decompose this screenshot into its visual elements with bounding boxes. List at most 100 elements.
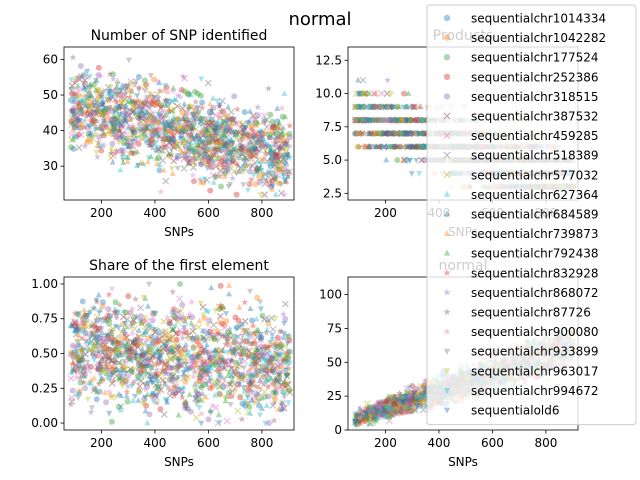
data-point xyxy=(109,87,117,95)
data-point xyxy=(214,348,221,355)
data-point xyxy=(99,116,107,123)
data-point xyxy=(108,330,115,336)
data-point xyxy=(168,98,176,106)
data-point xyxy=(242,154,249,162)
data-point xyxy=(99,110,107,118)
data-point xyxy=(136,382,144,390)
data-point xyxy=(125,338,132,345)
data-point xyxy=(147,104,154,111)
data-point xyxy=(148,373,156,380)
data-point xyxy=(165,377,172,384)
data-point xyxy=(416,143,423,150)
data-point xyxy=(257,377,264,384)
data-point xyxy=(257,156,265,164)
data-point xyxy=(241,147,248,153)
data-point xyxy=(255,383,262,389)
data-point xyxy=(74,354,81,361)
data-point xyxy=(178,148,185,155)
data-point xyxy=(137,159,144,166)
data-point xyxy=(153,373,160,380)
data-point xyxy=(225,332,232,339)
data-point xyxy=(75,103,83,111)
data-point xyxy=(389,130,396,136)
data-point xyxy=(151,76,158,83)
data-point xyxy=(81,70,88,77)
data-point xyxy=(154,117,161,124)
data-point xyxy=(76,374,84,381)
data-point xyxy=(110,90,117,97)
data-point xyxy=(213,365,221,373)
data-point xyxy=(211,335,218,342)
data-point xyxy=(221,173,228,179)
data-point xyxy=(368,117,375,124)
data-point xyxy=(270,160,277,167)
data-point xyxy=(207,354,214,361)
data-point xyxy=(351,116,359,124)
data-point xyxy=(118,374,125,381)
data-point xyxy=(93,339,101,347)
data-point xyxy=(411,129,419,137)
data-point xyxy=(164,111,171,118)
data-point xyxy=(74,82,81,89)
y-tick-label: 30 xyxy=(43,159,58,173)
data-point xyxy=(144,94,151,101)
data-point xyxy=(70,111,77,118)
data-point xyxy=(267,111,274,118)
data-point xyxy=(222,148,229,155)
data-point xyxy=(256,174,263,181)
data-point xyxy=(259,172,266,179)
data-point xyxy=(412,143,420,151)
data-point xyxy=(226,150,233,157)
data-point xyxy=(276,146,283,153)
data-point xyxy=(121,117,129,124)
data-point xyxy=(244,337,251,343)
y-tick-label: 0.25 xyxy=(31,381,58,395)
data-point xyxy=(99,299,106,306)
data-point xyxy=(156,370,163,377)
data-point xyxy=(81,142,89,149)
data-point xyxy=(368,130,375,137)
data-point xyxy=(119,82,126,88)
data-point xyxy=(87,91,94,98)
data-point xyxy=(244,401,251,408)
data-point xyxy=(162,96,169,103)
data-point xyxy=(72,326,79,333)
data-point xyxy=(257,336,265,344)
data-point xyxy=(188,154,196,162)
data-point xyxy=(217,282,224,289)
data-point xyxy=(93,124,100,132)
data-point xyxy=(97,373,104,379)
data-point xyxy=(239,143,246,150)
data-point xyxy=(166,320,173,326)
data-point xyxy=(265,169,272,176)
data-point xyxy=(135,327,142,333)
data-point xyxy=(192,148,200,156)
data-point xyxy=(120,97,127,104)
data-point xyxy=(238,142,246,149)
data-point xyxy=(244,120,251,126)
data-point xyxy=(196,176,204,183)
data-point xyxy=(252,372,259,379)
data-point xyxy=(145,105,153,112)
data-point xyxy=(240,346,247,352)
x-tick-label: 800 xyxy=(250,206,273,220)
data-point xyxy=(214,155,221,162)
data-point xyxy=(224,350,231,356)
data-point xyxy=(155,111,162,118)
data-point xyxy=(174,355,182,363)
data-point xyxy=(120,90,127,98)
data-point xyxy=(273,344,280,351)
data-point xyxy=(282,315,289,322)
data-point xyxy=(109,123,116,130)
data-point xyxy=(286,168,293,176)
data-point xyxy=(102,317,109,324)
data-point xyxy=(272,172,279,179)
data-point xyxy=(123,347,130,354)
data-point xyxy=(211,129,219,137)
data-point xyxy=(172,381,180,389)
data-point xyxy=(178,391,185,398)
data-point xyxy=(222,134,230,142)
data-point xyxy=(84,68,91,75)
data-point xyxy=(93,388,100,395)
data-point xyxy=(271,122,279,129)
